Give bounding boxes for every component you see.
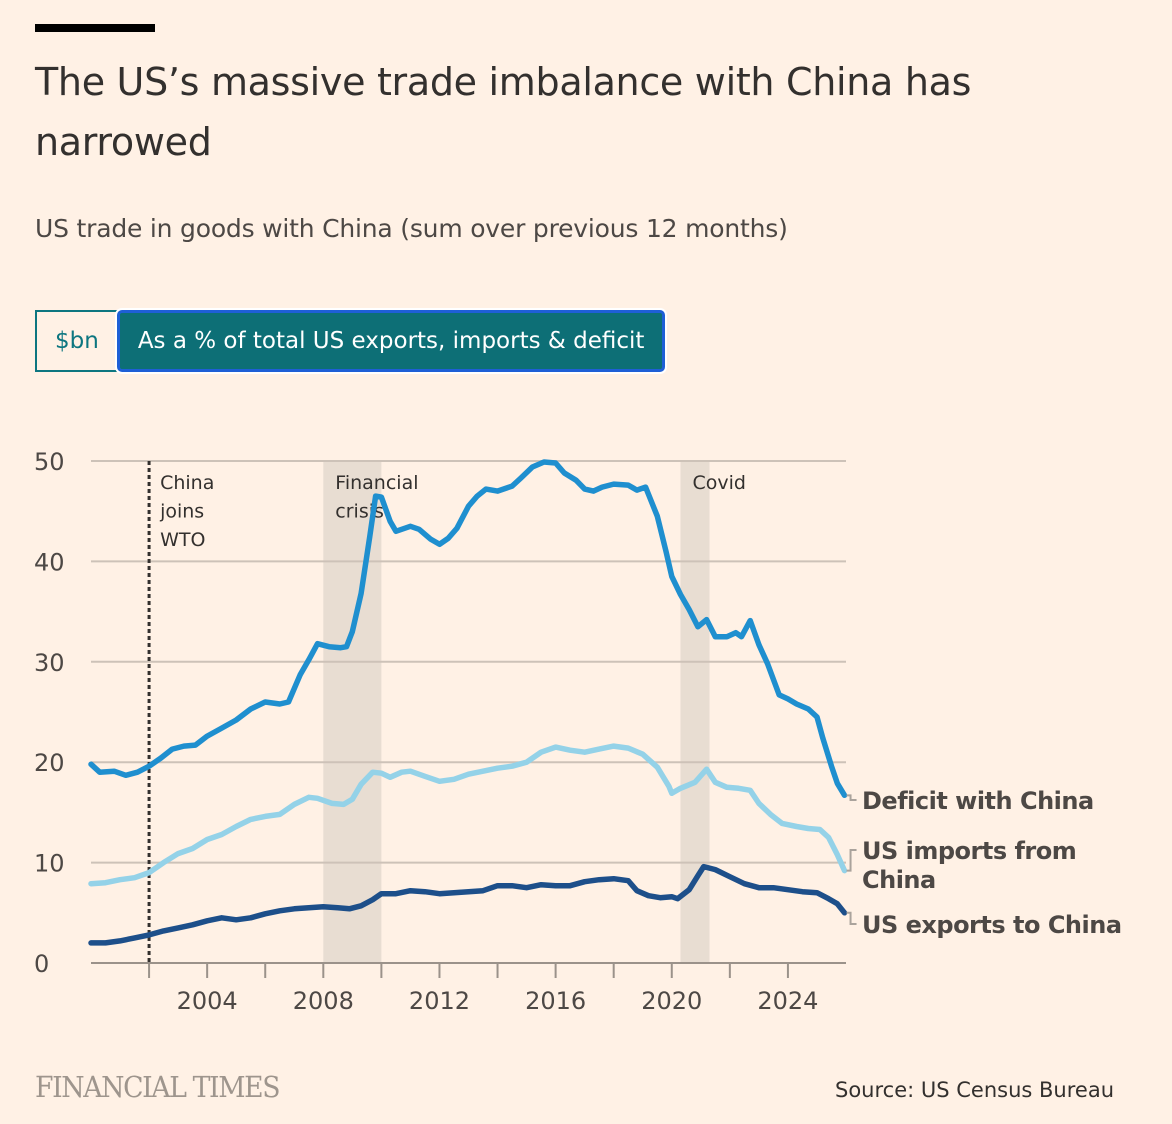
y-tick-label: 50	[34, 448, 65, 476]
series-label-imports: China	[862, 866, 936, 894]
x-tick-label: 2008	[293, 987, 354, 1015]
y-tick-label: 40	[34, 548, 65, 576]
chart-title: The US’s massive trade imbalance with Ch…	[35, 60, 972, 164]
unit-toggle: $bn As a % of total US exports, imports …	[35, 310, 666, 372]
y-tick-label: 10	[34, 850, 65, 878]
x-tick-label: 2012	[409, 987, 470, 1015]
ft-logo: FINANCIAL TIMES	[35, 1070, 281, 1104]
toggle-option-billions[interactable]: $bn	[35, 310, 117, 372]
header-rule	[35, 24, 155, 32]
y-tick-label: 0	[34, 950, 49, 978]
label-leader	[846, 849, 857, 872]
annotation-label: Financial	[335, 472, 418, 494]
label-leader	[846, 794, 857, 801]
label-leader	[846, 911, 857, 925]
line-chart: 0 10 20 30 40 50 2004 2008 2012 2016 2020 2024 Chi…	[34, 448, 1122, 1015]
x-tick-label: 2016	[525, 987, 586, 1015]
series-label-deficit: Deficit with China	[862, 787, 1094, 815]
annotation-label: China	[160, 472, 214, 494]
source-note: Source: US Census Bureau	[835, 1078, 1114, 1102]
series-line-exports	[88, 863, 848, 946]
x-tick-label: 2024	[757, 987, 818, 1015]
series-line-deficit	[88, 459, 848, 799]
shaded-band-0	[323, 461, 382, 963]
toggle-option-percent[interactable]: As a % of total US exports, imports & de…	[116, 310, 666, 372]
annotation-label: Covid	[692, 472, 745, 494]
y-tick-label: 20	[34, 749, 65, 777]
x-tick-label: 2004	[177, 987, 238, 1015]
y-tick-label: 30	[34, 649, 65, 677]
series-label-exports: US exports to China	[862, 911, 1122, 939]
annotation-label: joins	[159, 501, 204, 523]
shaded-band-1	[680, 461, 710, 963]
series-line-imports	[88, 743, 848, 887]
chart-subtitle: US trade in goods with China (sum over p…	[35, 214, 788, 243]
series-label-imports: US imports from	[862, 837, 1076, 865]
x-tick-label: 2020	[641, 987, 702, 1015]
annotation-label: WTO	[160, 529, 205, 551]
